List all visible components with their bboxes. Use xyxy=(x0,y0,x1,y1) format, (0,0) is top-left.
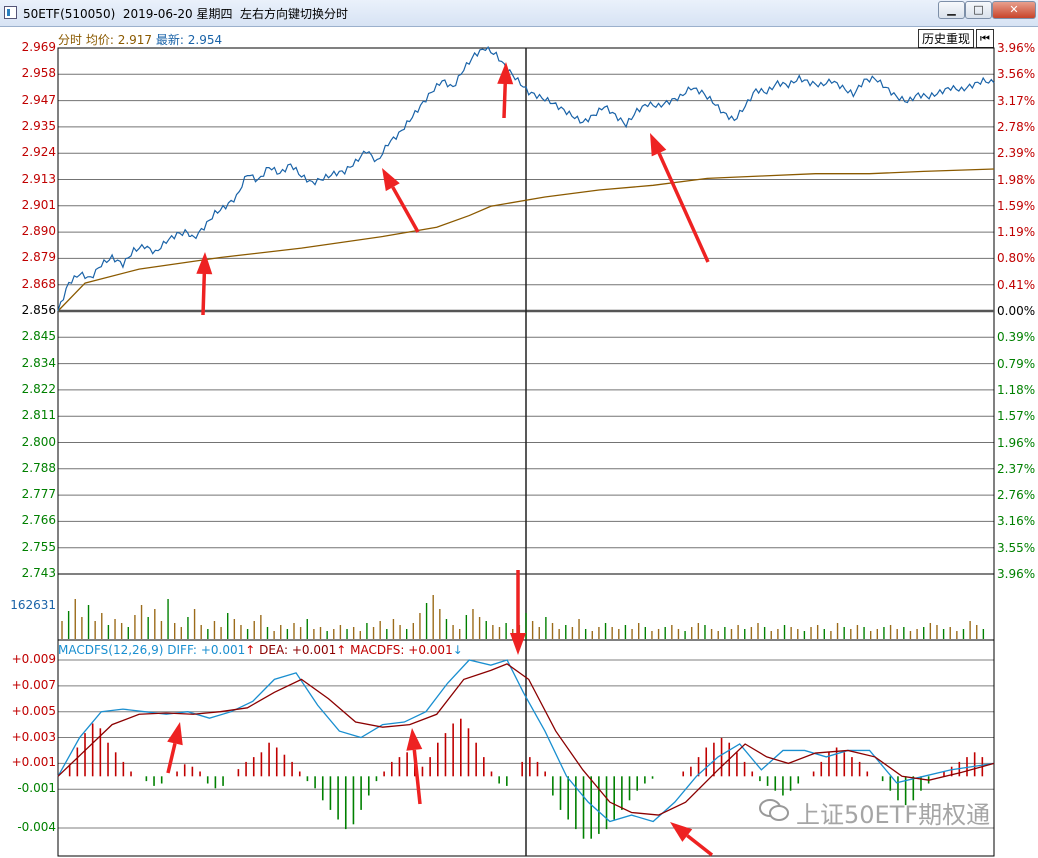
latest-price-value: 2.954 xyxy=(187,33,223,47)
price-tick-label: 2.800 xyxy=(21,434,56,449)
volume-scale-label: 162631 xyxy=(10,598,56,612)
macd-tick-label: +0.007 xyxy=(11,677,56,692)
price-tick-label: 2.868 xyxy=(21,276,56,291)
price-tick-label: 2.811 xyxy=(21,408,56,423)
macd-legend: MACDFS(12,26,9) DIFF: +0.001↑ DEA: +0.00… xyxy=(58,643,463,657)
annotation-arrow xyxy=(391,186,420,233)
percent-tick-label: 2.78% xyxy=(997,119,1036,134)
avg-prefix: 分时 均价: xyxy=(58,33,114,47)
percent-tick-label: 2.39% xyxy=(997,146,1036,161)
price-tick-label: 2.822 xyxy=(21,381,56,396)
price-tick-label: 2.879 xyxy=(21,250,56,265)
price-tick-label: 2.958 xyxy=(21,66,56,81)
percent-tick-label: 1.19% xyxy=(997,225,1036,240)
close-button[interactable]: ✕ xyxy=(992,1,1036,19)
percent-tick-label: 0.41% xyxy=(997,277,1036,292)
app-icon xyxy=(4,6,17,19)
minimize-icon: ▁ xyxy=(947,3,956,16)
percent-tick-label: 3.16% xyxy=(997,514,1036,529)
annotation-arrowhead xyxy=(196,252,213,275)
percent-tick-label: 1.59% xyxy=(997,198,1036,213)
percent-tick-label: 2.76% xyxy=(997,488,1036,503)
price-tick-label: 2.845 xyxy=(21,329,56,344)
annotation-arrow xyxy=(201,273,207,316)
close-icon: ✕ xyxy=(1009,3,1019,16)
price-tick-label: 2.924 xyxy=(21,145,56,160)
macd-tick-label: +0.001 xyxy=(11,755,56,770)
price-tick-label: 2.834 xyxy=(21,355,56,370)
dea-up-arrow-icon: ↑ xyxy=(336,643,347,657)
percent-tick-label: 1.98% xyxy=(997,172,1036,187)
annotation-arrow xyxy=(502,83,507,119)
percent-tick-label: 1.96% xyxy=(997,435,1036,450)
percent-tick-label: 3.56% xyxy=(997,67,1036,82)
price-info-line: 分时 均价: 2.917 最新: 2.954 xyxy=(58,31,222,48)
avg-price-value: 2.917 xyxy=(117,33,153,47)
diff-label: DIFF: xyxy=(167,643,197,657)
price-tick-label: 2.935 xyxy=(21,118,56,133)
price-tick-label: 2.969 xyxy=(21,40,56,54)
annotation-arrowhead xyxy=(406,728,423,751)
macdfs-label: MACDFS: xyxy=(350,643,405,657)
diff-up-arrow-icon: ↑ xyxy=(245,643,256,657)
macd-diff-line xyxy=(57,659,995,823)
price-tick-label: 2.777 xyxy=(21,487,56,502)
price-tick-label: 2.901 xyxy=(21,197,56,212)
watermark-text: 上证50ETF期权通 xyxy=(796,801,991,829)
annotation-arrowhead xyxy=(167,722,183,746)
percent-tick-label: 0.79% xyxy=(997,356,1036,371)
macd-tick-label: -0.004 xyxy=(17,820,56,834)
window-title: 50ETF(510050) 2019-06-20 星期四 xyxy=(23,7,233,21)
percent-tick-label: 3.96% xyxy=(997,567,1036,581)
annotation-arrow xyxy=(412,749,422,805)
percent-tick-label: 1.57% xyxy=(997,409,1036,424)
annotation-arrowhead xyxy=(670,822,693,842)
annotation-arrowhead xyxy=(497,62,514,85)
macdfs-value: +0.001 xyxy=(408,643,453,657)
percent-tick-label: 0.80% xyxy=(997,251,1036,266)
annotation-arrowhead xyxy=(650,133,667,157)
percent-tick-label: 3.55% xyxy=(997,540,1036,555)
maximize-icon: □ xyxy=(973,3,984,16)
percent-tick-label: 1.18% xyxy=(997,382,1036,397)
dea-value: +0.001 xyxy=(291,643,337,657)
dea-label: DEA: xyxy=(259,643,288,657)
price-tick-label: 2.755 xyxy=(21,539,56,554)
annotation-arrow xyxy=(686,834,714,857)
annotation-arrow xyxy=(166,743,177,774)
percent-tick-label: 2.37% xyxy=(997,461,1036,476)
arrow-key-hint: 左右方向键切换分时 xyxy=(240,7,349,21)
diff-value: +0.001 xyxy=(200,643,246,657)
price-tick-label: 2.856 xyxy=(21,303,56,317)
percent-tick-label: 0.39% xyxy=(997,330,1036,345)
macd-dea-line xyxy=(57,663,995,816)
percent-tick-label: 0.00% xyxy=(997,304,1036,318)
macd-tick-label: +0.009 xyxy=(11,652,56,666)
price-tick-label: 2.766 xyxy=(21,513,56,528)
percent-tick-label: 3.17% xyxy=(997,93,1036,108)
price-tick-label: 2.890 xyxy=(21,224,56,239)
annotation-arrowhead xyxy=(382,168,400,192)
minimize-button[interactable]: ▁ xyxy=(938,1,965,19)
wechat-icon xyxy=(758,797,790,823)
latest-label: 最新: xyxy=(155,33,184,47)
price-tick-label: 2.743 xyxy=(21,566,56,580)
maximize-button[interactable]: □ xyxy=(965,1,992,19)
percent-tick-label: 3.96% xyxy=(997,41,1036,55)
annotation-arrow xyxy=(657,152,710,263)
price-tick-label: 2.947 xyxy=(21,92,56,107)
window-titlebar: 50ETF(510050) 2019-06-20 星期四 左右方向键切换分时 ▁… xyxy=(0,0,1038,27)
macd-tick-label: -0.001 xyxy=(17,781,56,796)
macd-prefix: MACDFS(12,26,9) xyxy=(58,643,164,657)
macd-tick-label: +0.003 xyxy=(11,729,56,744)
annotation-arrowhead xyxy=(510,633,526,655)
macd-tick-label: +0.005 xyxy=(11,703,56,718)
price-tick-label: 2.788 xyxy=(21,460,56,475)
price-line xyxy=(57,45,995,312)
price-tick-label: 2.913 xyxy=(21,171,56,186)
macdfs-down-arrow-icon: ↓ xyxy=(452,643,463,657)
